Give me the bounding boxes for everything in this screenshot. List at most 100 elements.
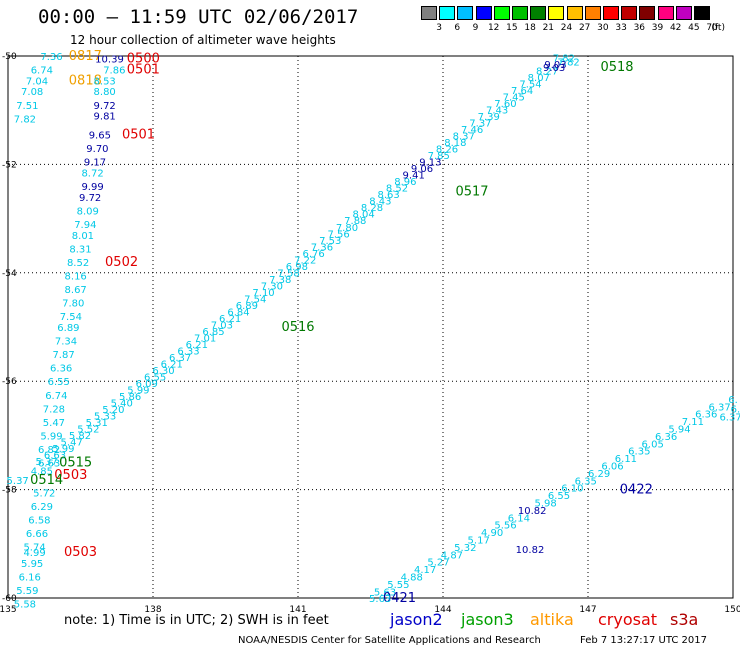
legend-label: 18 — [524, 23, 536, 33]
pass-time-label: 0817 — [69, 49, 102, 64]
track-a-value: 7.82 — [553, 53, 575, 64]
swh-value: 9.03 — [543, 63, 565, 74]
track-a-value: 6.37 — [169, 353, 191, 364]
page-title: 00:00 – 11:59 UTC 02/06/2017 — [38, 6, 359, 28]
legend-label: 42 — [669, 23, 682, 33]
lon-tick-label: 144 — [434, 605, 451, 615]
track-a-value: 9.13 — [419, 158, 441, 169]
swh-value: 6.74 — [45, 391, 67, 402]
lon-tick-label: 141 — [289, 605, 306, 615]
credit-date: Feb 7 13:27:17 UTC 2017 — [580, 635, 707, 646]
legend-label: 15 — [506, 23, 518, 33]
lat-tick-label: -58 — [2, 486, 17, 496]
track-a-value: 8.26 — [436, 145, 458, 156]
track-b-value: 6.11 — [615, 454, 637, 465]
legend-swatch — [421, 6, 437, 20]
track-a-value: 6.85 — [202, 327, 224, 338]
track-a-value: 6.21 — [161, 360, 183, 371]
track-a-value: 7.56 — [327, 229, 349, 240]
swh-value: 7.87 — [52, 350, 74, 361]
track-a-value: 5.37 — [36, 457, 58, 468]
satellite-altika: altika — [530, 610, 574, 629]
swh-value: 7.94 — [74, 220, 96, 231]
track-b-value: 5.17 — [468, 535, 490, 546]
swh-value: 6.36 — [50, 364, 72, 375]
track-a-value: 6.84 — [227, 307, 249, 318]
track-a-value: 9.06 — [411, 164, 433, 175]
swh-value: 5.99 — [40, 431, 62, 442]
track-a-value: 9.03 — [544, 60, 566, 71]
legend-label: 70 — [706, 23, 718, 33]
legend-label: 45 — [688, 23, 700, 33]
swh-value: 7.80 — [62, 299, 84, 310]
track-a-value: 8.07 — [528, 73, 550, 84]
swh-value: 6.82 — [38, 445, 60, 456]
legend-swatch — [657, 6, 674, 20]
legend-swatch — [584, 6, 601, 20]
swh-value: 9.17 — [84, 158, 106, 169]
legend-swatch — [439, 6, 456, 20]
track-b-value: 5.27 — [427, 558, 449, 569]
track-b-value: 5.55 — [387, 580, 409, 591]
swh-value: 4.85 — [31, 467, 53, 478]
track-a-value: 8.96 — [394, 177, 416, 188]
swh-value: 8.52 — [67, 258, 89, 269]
footer-note: note: 1) Time is in UTC; 2) SWH is in fe… — [64, 613, 329, 628]
legend-label: 27 — [578, 23, 591, 33]
track-b-value: 4.88 — [401, 572, 423, 583]
swh-value: 5.72 — [33, 488, 55, 499]
track-a-value: 7.88 — [344, 216, 366, 227]
lat-tick-label: -60 — [2, 594, 17, 604]
lon-tick-label: 138 — [144, 605, 161, 615]
swh-value: 7.08 — [21, 87, 43, 98]
track-b-value: 6.05 — [642, 439, 664, 450]
pass-time-label: 0421 — [383, 591, 416, 606]
track-a-value: 5.86 — [119, 392, 141, 403]
track-a-value: 6.76 — [302, 249, 324, 260]
swh-value: 5.58 — [14, 599, 36, 610]
track-b-value: 6.36 — [695, 410, 717, 421]
lon-tick-label: 135 — [0, 605, 17, 615]
pass-time-label: 0501 — [122, 128, 155, 143]
swh-value: 9.65 — [89, 131, 111, 142]
track-b-value: 4.87 — [441, 550, 463, 561]
legend-label: 36 — [633, 23, 646, 33]
swh-value: 6.89 — [57, 323, 79, 334]
pass-time-label: 0515 — [59, 456, 92, 471]
swh-value: 10.39 — [95, 55, 124, 66]
legend-swatch — [493, 6, 510, 20]
legend-swatch — [475, 6, 492, 20]
swh-value: 9.70 — [86, 144, 108, 155]
swh-value: 10.82 — [516, 545, 545, 556]
track-b-value: 6.10 — [561, 484, 583, 495]
track-a-value: 7.43 — [486, 106, 508, 117]
swh-value: 8.67 — [65, 285, 87, 296]
track-a-value: 7.39 — [478, 112, 500, 123]
legend-label: 24 — [560, 23, 573, 33]
legend-label: 33 — [615, 23, 627, 33]
legend-swatch — [566, 6, 583, 20]
pass-time-label: 0502 — [105, 255, 138, 270]
legend-swatch — [675, 6, 692, 20]
track-a-value: 6.21 — [186, 340, 208, 351]
track-a-value: 8.18 — [444, 138, 466, 149]
track-b-value: 6.35 — [628, 447, 650, 458]
track-b-value: 4.90 — [481, 528, 503, 539]
swh-value: 8.09 — [77, 206, 99, 217]
map-frame — [7, 55, 734, 599]
legend-label: 3 — [436, 23, 442, 33]
pass-time-label: 0516 — [281, 320, 314, 335]
legend-label: 12 — [487, 23, 500, 33]
track-a-value: 7.46 — [461, 125, 483, 136]
swh-value: 5.74 — [23, 543, 45, 554]
track-b-value: 4.17 — [414, 565, 436, 576]
pass-time-label: 0503 — [54, 468, 87, 483]
track-a-value: 5.47 — [61, 438, 83, 449]
track-a-value: 5.99 — [127, 386, 149, 397]
swh-value: 6.55 — [48, 377, 70, 388]
legend-swatch — [548, 6, 565, 20]
lon-tick-label: 147 — [579, 605, 596, 615]
track-a-value: 7.54 — [519, 79, 541, 90]
track-b-value: 6.14 — [508, 513, 530, 524]
